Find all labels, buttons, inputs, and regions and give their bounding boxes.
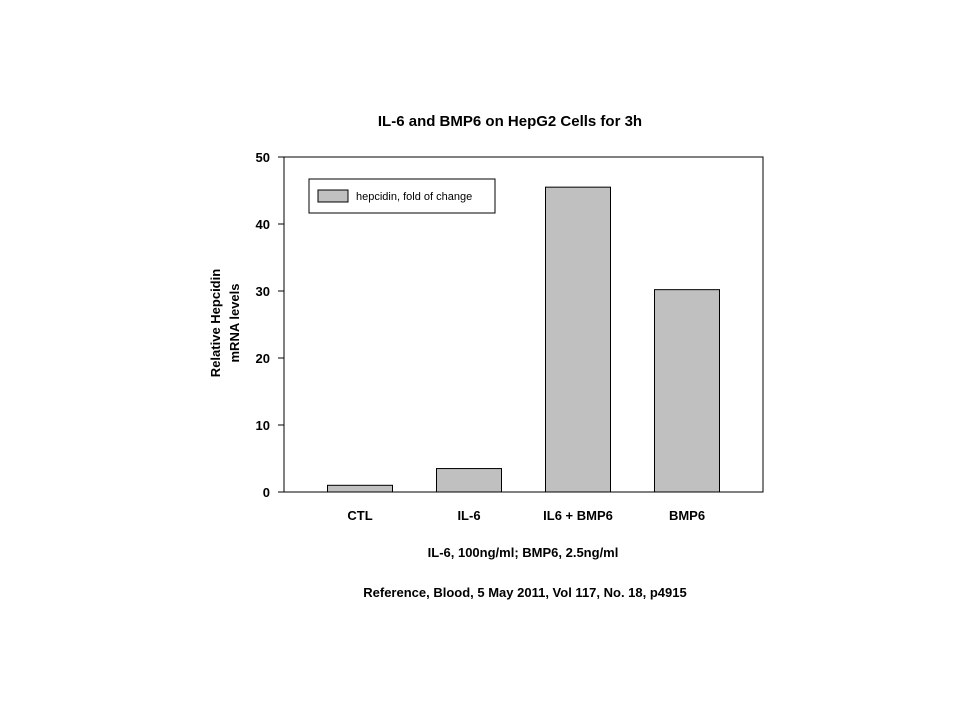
legend-swatch: [317, 189, 349, 203]
y-tick-label: 40: [256, 217, 270, 232]
reference-footnote: Reference, Blood, 5 May 2011, Vol 117, N…: [363, 585, 686, 600]
bar-il-6: [436, 468, 502, 493]
y-axis-label: Relative Hepcidin mRNA levels: [208, 269, 242, 377]
bar-ctl: [327, 484, 393, 493]
x-axis-label: IL-6, 100ng/ml; BMP6, 2.5ng/ml: [428, 545, 619, 560]
y-tick-label: 10: [256, 418, 270, 433]
bars-group: [327, 186, 720, 493]
y-tick-label: 50: [256, 150, 270, 165]
chart-title: IL-6 and BMP6 on HepG2 Cells for 3h: [378, 113, 642, 130]
x-tick-label: IL-6: [457, 508, 480, 523]
y-axis-label-line-1: Relative Hepcidin: [208, 269, 223, 377]
y-tick-label: 0: [263, 485, 270, 500]
plot-frame: [283, 156, 764, 493]
y-axis-label-line-2: mRNA levels: [227, 284, 242, 363]
legend-label: hepcidin, fold of change: [356, 191, 472, 203]
x-axis: CTL IL-6 IL6 + BMP6 BMP6: [347, 508, 705, 523]
x-tick-label: IL6 + BMP6: [543, 508, 613, 523]
bar-bmp6: [654, 289, 720, 493]
y-tick-label: 30: [256, 284, 270, 299]
y-tick-label: 20: [256, 351, 270, 366]
x-tick-label: CTL: [347, 508, 372, 523]
y-axis: 0 10 20 30 40 50: [256, 150, 284, 500]
legend: hepcidin, fold of change: [308, 178, 496, 214]
bar-il6-bmp6: [545, 186, 611, 493]
x-tick-label: BMP6: [669, 508, 705, 523]
